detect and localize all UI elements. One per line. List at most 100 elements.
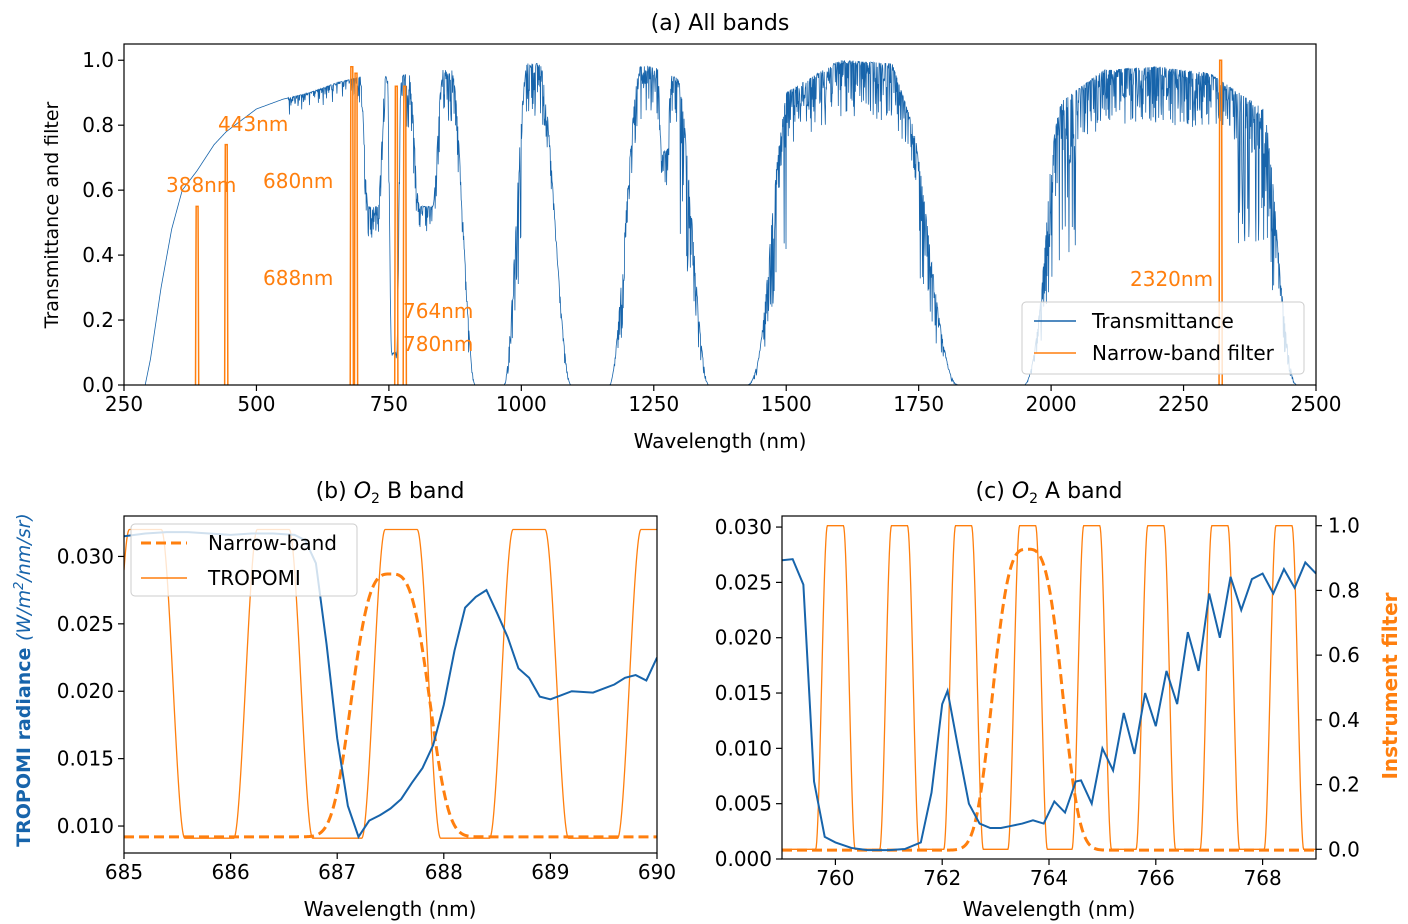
c2-ytick-label-0.8: 0.8 bbox=[1328, 578, 1360, 602]
axes-frame-a bbox=[123, 43, 1317, 386]
filter-peak-443nm bbox=[223, 143, 229, 385]
c-ytick-label-0.020: 0.020 bbox=[715, 626, 772, 650]
c-ytick-label-0.025: 0.025 bbox=[715, 570, 772, 594]
a-ytick-label-1.0: 1.0 bbox=[82, 48, 114, 72]
plot-area-c bbox=[782, 525, 1316, 852]
a-xtick-label-2250: 2250 bbox=[1158, 392, 1209, 416]
a-xtick-label-1750: 1750 bbox=[893, 392, 944, 416]
b-ytick-label-0.015: 0.015 bbox=[57, 747, 114, 771]
panel-c-title: (c) O2 A band bbox=[976, 479, 1123, 507]
filter-peak-388nm bbox=[194, 205, 200, 385]
panel-all-bands: (a) All bands Wavelength (nm) Transmitta… bbox=[41, 11, 1341, 453]
transmittance-line bbox=[144, 59, 1316, 385]
b-xtick-label-689: 689 bbox=[531, 860, 569, 884]
c-xtick-label-766: 766 bbox=[1137, 866, 1175, 890]
a-ytick-label-0.0: 0.0 bbox=[82, 373, 114, 397]
a-xtick-label-250: 250 bbox=[105, 392, 143, 416]
c2-ytick-label-0.4: 0.4 bbox=[1328, 708, 1360, 732]
filter-label-688nm: 688nm bbox=[263, 266, 333, 290]
c-xtick-label-764: 764 bbox=[1030, 866, 1068, 890]
narrow-band-line-c bbox=[782, 547, 1316, 852]
filter-label-388nm: 388nm bbox=[166, 173, 236, 197]
c-ytick-label-0.015: 0.015 bbox=[715, 681, 772, 705]
a-xtick-label-750: 750 bbox=[370, 392, 408, 416]
b-ytick-label-0.010: 0.010 bbox=[57, 814, 114, 838]
c-xtick-label-762: 762 bbox=[923, 866, 961, 890]
filter-label-764nm: 764nm bbox=[403, 299, 473, 323]
panel-o2-a-band: (c) O2 A band Wavelength (nm) Instrument… bbox=[715, 479, 1402, 921]
c2-ytick-label-0.6: 0.6 bbox=[1328, 643, 1360, 667]
panel-c-title-o: O bbox=[1012, 479, 1029, 504]
a-ytick-label-0.4: 0.4 bbox=[82, 243, 114, 267]
panel-b-title: (b) O2 B band bbox=[316, 479, 465, 507]
b-ytick-label-0.020: 0.020 bbox=[57, 679, 114, 703]
a-xtick-label-1500: 1500 bbox=[761, 392, 812, 416]
b-xtick-label-686: 686 bbox=[212, 860, 250, 884]
filter-label-2320nm: 2320nm bbox=[1130, 267, 1213, 291]
filter-peak-680nm bbox=[349, 65, 355, 385]
a-xtick-label-2000: 2000 bbox=[1026, 392, 1077, 416]
panel-c-xlabel: Wavelength (nm) bbox=[963, 897, 1136, 921]
panel-a-xlabel: Wavelength (nm) bbox=[634, 429, 807, 453]
c-xtick-label-760: 760 bbox=[816, 866, 854, 890]
panel-a-title: (a) All bands bbox=[651, 11, 790, 36]
legend-label-narrow-band: Narrow-band bbox=[208, 531, 337, 555]
legend-label-tropomi: TROPOMI bbox=[207, 566, 301, 590]
panel-a-legend: Transmittance Narrow-band filter bbox=[1021, 301, 1305, 375]
panel-b-xlabel: Wavelength (nm) bbox=[304, 897, 477, 921]
panel-b-title-o: O bbox=[354, 479, 371, 504]
panel-b-ylabel: TROPOMI radiance (W/m2/nm/sr) bbox=[12, 513, 35, 847]
panel-b-title-sub: 2 bbox=[371, 491, 380, 507]
panel-b-legend: Narrow-band TROPOMI bbox=[130, 523, 358, 597]
filter-label-780nm: 780nm bbox=[403, 332, 473, 356]
panel-b-ylabel-unit: (W/m bbox=[13, 590, 35, 641]
panel-b-ylabel-bold: TROPOMI radiance bbox=[13, 641, 35, 847]
panel-a-ylabel: Transmittance and filter bbox=[41, 101, 63, 329]
instrument-filter-line bbox=[782, 525, 1316, 850]
c-ytick-label-0.010: 0.010 bbox=[715, 736, 772, 760]
filter-peak-688nm bbox=[353, 72, 359, 385]
tropomi-radiance-line-c bbox=[782, 558, 1316, 852]
filter-peak-780nm bbox=[402, 85, 408, 385]
c2-ytick-label-1.0: 1.0 bbox=[1328, 514, 1360, 538]
panel-b-title-suffix: B band bbox=[380, 479, 464, 504]
b-xtick-label-685: 685 bbox=[105, 860, 143, 884]
legend-box-b bbox=[130, 523, 358, 597]
panel-o2-b-band: (b) O2 B band Wavelength (nm) TROPOMI ra… bbox=[12, 479, 676, 921]
a-xtick-label-1250: 1250 bbox=[628, 392, 679, 416]
panel-c-title-prefix: (c) bbox=[976, 479, 1012, 504]
c2-ytick-label-0.2: 0.2 bbox=[1328, 773, 1360, 797]
legend-label-narrow-band-filter: Narrow-band filter bbox=[1092, 341, 1275, 365]
c-ytick-label-0.005: 0.005 bbox=[715, 792, 772, 816]
c2-ytick-label-0.0: 0.0 bbox=[1328, 837, 1360, 861]
b-xtick-label-687: 687 bbox=[318, 860, 356, 884]
plot-area-a bbox=[144, 59, 1316, 385]
c-ytick-label-0.030: 0.030 bbox=[715, 515, 772, 539]
a-ytick-label-0.2: 0.2 bbox=[82, 308, 114, 332]
a-ytick-label-0.6: 0.6 bbox=[82, 178, 114, 202]
panel-b-ylabel-sup: 2 bbox=[12, 582, 27, 590]
a-xtick-label-1000: 1000 bbox=[496, 392, 547, 416]
narrow-band-line bbox=[124, 572, 657, 839]
panel-c-title-suffix: A band bbox=[1038, 479, 1122, 504]
b-xtick-label-690: 690 bbox=[638, 860, 676, 884]
a-xtick-label-500: 500 bbox=[237, 392, 275, 416]
panel-b-ylabel-unit-end: /nm/sr) bbox=[13, 513, 35, 583]
panel-c-y2label: Instrument filter bbox=[1378, 592, 1402, 779]
c-ytick-label-0.000: 0.000 bbox=[715, 847, 772, 871]
filter-peak-764nm bbox=[393, 85, 399, 385]
axes-frame-c bbox=[781, 515, 1317, 860]
filter-label-443nm: 443nm bbox=[218, 112, 288, 136]
b-xtick-label-688: 688 bbox=[425, 860, 463, 884]
filter-label-680nm: 680nm bbox=[263, 169, 333, 193]
axes-frame-b bbox=[123, 515, 658, 854]
b-ytick-label-0.025: 0.025 bbox=[57, 612, 114, 636]
a-ytick-label-0.8: 0.8 bbox=[82, 113, 114, 137]
legend-box bbox=[1021, 301, 1305, 375]
panel-b-title-prefix: (b) bbox=[316, 479, 354, 504]
legend-label-transmittance: Transmittance bbox=[1091, 309, 1234, 333]
a-xtick-label-2500: 2500 bbox=[1291, 392, 1342, 416]
c-xtick-label-768: 768 bbox=[1244, 866, 1282, 890]
filter-peak-2320nm bbox=[1218, 59, 1223, 385]
